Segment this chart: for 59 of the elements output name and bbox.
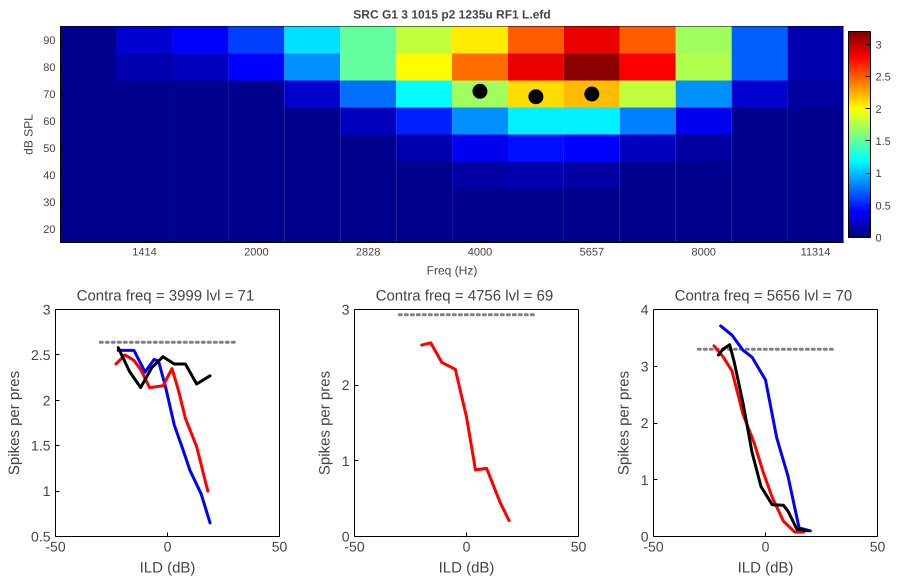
y-tick-label: 3 — [42, 302, 51, 318]
y-tick-label: 70 — [43, 89, 56, 101]
y-tick-label: 1.5 — [31, 438, 51, 454]
x-tick-label: 50 — [870, 538, 886, 554]
x-axis-title: ILD (dB) — [738, 560, 794, 576]
y-tick-label: 60 — [43, 116, 56, 128]
x-axis-title: ILD (dB) — [140, 560, 196, 576]
y-tick-label: 90 — [43, 35, 56, 47]
line-series — [116, 348, 212, 524]
y-tick-label: 4 — [640, 302, 649, 318]
color-bar-label: 1.5 — [876, 136, 891, 148]
color-bar-label: 3 — [876, 39, 882, 52]
y-tick-label: 2 — [640, 415, 649, 431]
x-tick-label: 50 — [570, 538, 586, 554]
x-tick-label: 2000 — [244, 246, 269, 258]
y-tick-label: 40 — [43, 170, 56, 182]
y-tick-label: 2 — [342, 377, 350, 394]
chart-title: SRC G1 3 1015 p2 1235u RF1 L.efd — [353, 8, 551, 22]
y-tick-label: 3 — [640, 358, 649, 374]
chart-title: Contra freq = 4756 lvl = 69 — [376, 288, 554, 304]
x-axis-title: Freq (Hz) — [426, 264, 478, 278]
y-tick-label: 3 — [342, 302, 350, 318]
color-bar-label: 0 — [876, 232, 882, 244]
y-tick-label: 0.5 — [31, 528, 51, 544]
y-tick-label: 1 — [640, 472, 649, 488]
x-tick-label: 0 — [164, 538, 172, 554]
y-tick-label: 50 — [43, 143, 56, 155]
line-series — [420, 341, 511, 522]
x-tick-label: 1414 — [132, 246, 157, 258]
color-bar-label: 1 — [876, 168, 882, 180]
y-axis-title: Spikes per pres — [316, 370, 334, 476]
y-tick-label: 1 — [42, 483, 51, 500]
y-axis-title: Spikes per pres — [616, 370, 633, 476]
y-tick-label: 1 — [342, 452, 350, 469]
color-bar-label: 2 — [876, 104, 882, 116]
y-axis-title: dB SPL — [21, 114, 36, 155]
line-series — [116, 346, 212, 390]
y-tick-label: 20 — [43, 224, 56, 236]
y-tick-label: 0 — [342, 528, 350, 544]
x-tick-label: 4000 — [468, 246, 492, 258]
x-axis-title: ILD (dB) — [438, 560, 494, 576]
y-tick-label: 80 — [43, 62, 56, 74]
y-axis-title: Spikes per pres — [6, 370, 24, 476]
x-tick-label: 11314 — [800, 246, 830, 258]
y-tick-label: 0 — [640, 528, 649, 544]
x-tick-label: 0 — [762, 538, 770, 554]
x-tick-label: 5657 — [580, 246, 604, 258]
y-tick-label: 30 — [43, 197, 56, 209]
chart-title: Contra freq = 5656 lvl = 70 — [674, 288, 852, 304]
y-tick-label: 2 — [42, 392, 51, 408]
y-tick-label: 2.5 — [31, 346, 51, 363]
x-tick-label: 8000 — [691, 246, 716, 258]
color-bar-label: 2.5 — [876, 72, 891, 84]
chart-title: Contra freq = 3999 lvl = 71 — [76, 288, 254, 304]
line-series — [114, 353, 210, 493]
x-tick-label: 0 — [462, 538, 471, 554]
color-bar-label: 0.5 — [876, 200, 891, 212]
x-tick-label: 50 — [272, 538, 288, 554]
x-tick-label: 2828 — [356, 246, 380, 258]
